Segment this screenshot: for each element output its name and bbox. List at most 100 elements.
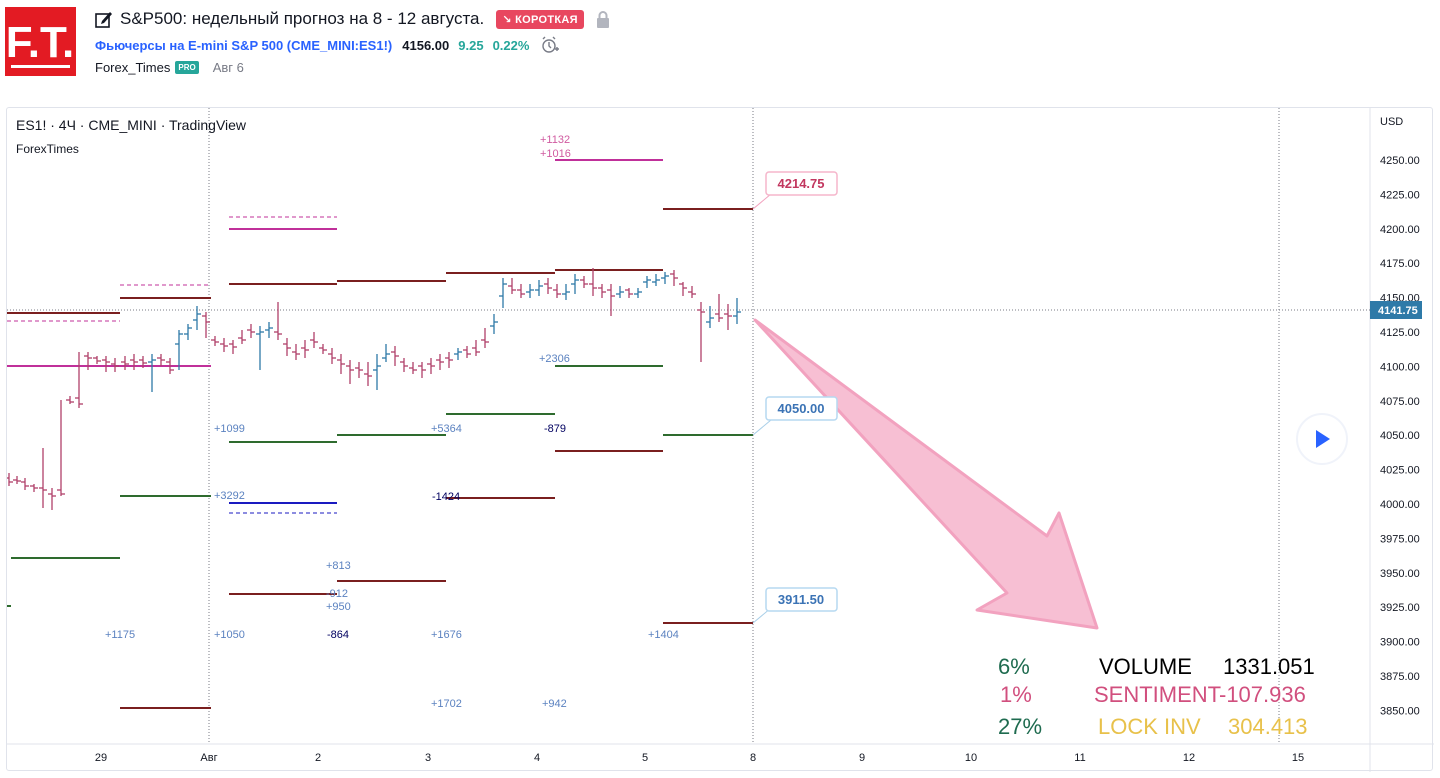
ohlc-bar	[391, 346, 399, 366]
price-tick: 4125.00	[1380, 327, 1420, 339]
ohlc-bar	[688, 286, 696, 298]
ohlc-bar	[5, 473, 13, 486]
level-label: +1404	[648, 629, 679, 641]
chart-legend-author: ForexTimes	[16, 142, 79, 156]
ohlc-bar	[517, 284, 525, 298]
ohlc-bar	[661, 272, 669, 284]
time-tick: 15	[1292, 752, 1304, 764]
level-label: +1050	[214, 629, 245, 641]
ohlc-bar	[472, 340, 480, 356]
ohlc-bar	[102, 356, 110, 372]
price-tick: 4200.00	[1380, 224, 1420, 236]
svg-text:4214.75: 4214.75	[778, 176, 825, 191]
symbol-change: 9.25	[458, 37, 484, 53]
ohlc-bar	[310, 332, 318, 348]
stat-lockinv-label: LOCK INV	[1098, 714, 1201, 739]
ohlc-bar	[301, 340, 309, 358]
ohlc-bar	[21, 478, 29, 490]
symbol-price: 4156.00	[402, 37, 450, 53]
ohlc-bar	[39, 448, 47, 508]
stat-sentiment-pct: 1%	[1000, 682, 1032, 707]
ohlc-bar	[364, 362, 372, 386]
level-label: +3292	[214, 490, 245, 502]
ohlc-bar	[715, 294, 723, 322]
ohlc-bar	[616, 286, 624, 298]
time-axis[interactable]: 29 Авг 2 3 4 5 8 9 10 11 12 15	[95, 752, 1304, 764]
ohlc-bar	[670, 270, 678, 286]
ohlc-bar	[111, 358, 119, 372]
ohlc-bar	[139, 356, 147, 368]
price-tick: 4000.00	[1380, 499, 1420, 511]
play-replay-button[interactable]	[1296, 413, 1348, 465]
svg-text:F.T.: F.T.	[6, 18, 74, 67]
ohlc-bar	[121, 356, 129, 370]
ohlc-bar	[184, 324, 192, 340]
ohlc-bar	[418, 362, 426, 378]
author-name[interactable]: Forex_Times	[95, 60, 171, 75]
price-tick: 4250.00	[1380, 155, 1420, 167]
price-tick: 3925.00	[1380, 602, 1420, 614]
ohlc-bar	[409, 362, 417, 374]
level-label: +2306	[539, 353, 570, 365]
level-label: +1099	[214, 423, 245, 435]
price-tick: 3850.00	[1380, 705, 1420, 717]
ohlc-bar	[508, 278, 516, 294]
ohlc-bar	[400, 358, 408, 372]
pro-badge: PRO	[175, 61, 199, 74]
ohlc-bar	[625, 288, 633, 298]
ohlc-bar	[526, 284, 534, 298]
idea-header: F.T. S&P500: недельный прогноз на 8 - 12…	[0, 0, 1440, 100]
ohlc-bar	[220, 338, 228, 352]
price-tick: 4075.00	[1380, 396, 1420, 408]
forecast-arrow[interactable]	[753, 318, 1099, 630]
idea-title: S&P500: недельный прогноз на 8 - 12 авгу…	[120, 9, 485, 28]
callout-target-low[interactable]: 3911.50	[752, 587, 838, 624]
ohlc-bar	[256, 326, 264, 370]
callout-target-mid[interactable]: 4050.00	[752, 396, 838, 436]
time-tick: 3	[425, 752, 431, 764]
ohlc-bar	[355, 362, 363, 378]
stats-table: 6% VOLUME 1331.051 1% SENTIMENT -107.936…	[998, 654, 1315, 739]
publish-date: Авг 6	[212, 60, 244, 75]
level-label: -879	[544, 423, 566, 435]
ohlc-bar	[48, 488, 56, 510]
ohlc-bar	[697, 302, 705, 362]
ohlc-bar	[373, 354, 381, 390]
stat-sentiment-value: -107.936	[1219, 682, 1306, 707]
symbol-link[interactable]: Фьючерсы на E-mini S&P 500 (CME_MINI:ES1…	[95, 37, 393, 53]
ohlc-bar	[84, 352, 92, 370]
time-tick: 12	[1183, 752, 1195, 764]
ohlc-bar	[166, 358, 174, 374]
price-tick: 4050.00	[1380, 430, 1420, 442]
ohlc-bar	[535, 280, 543, 296]
time-tick: 10	[965, 752, 977, 764]
price-tick: 4175.00	[1380, 258, 1420, 270]
price-tick: 3975.00	[1380, 533, 1420, 545]
ohlc-bar	[652, 274, 660, 286]
level-label: +813	[326, 560, 351, 572]
stat-lockinv-pct: 27%	[998, 714, 1042, 739]
ohlc-bar	[265, 322, 273, 338]
ohlc-bar	[193, 306, 201, 330]
time-tick: 5	[642, 752, 648, 764]
level-label: +1016	[540, 148, 571, 160]
svg-text:3911.50: 3911.50	[778, 592, 824, 607]
stat-lockinv-value: 304.413	[1228, 714, 1308, 739]
price-chart[interactable]: ES1! · 4Ч · CME_MINI · TradingView Forex…	[5, 108, 1434, 772]
price-tick: 4225.00	[1380, 189, 1420, 201]
forex-times-logo[interactable]: F.T.	[5, 7, 76, 76]
chart-frame[interactable]: ES1! · 4Ч · CME_MINI · TradingView Forex…	[5, 107, 1434, 772]
short-direction-badge: ↘ КОРОТКАЯ	[496, 9, 584, 29]
ohlc-bar	[427, 358, 435, 374]
stat-volume-value: 1331.051	[1223, 654, 1315, 679]
time-tick: 29	[95, 752, 107, 764]
add-alert-icon[interactable]	[541, 36, 560, 54]
ohlc-bar	[445, 352, 453, 368]
ohlc-bar	[382, 344, 390, 362]
stat-sentiment-label: SENTIMENT	[1094, 682, 1221, 707]
ohlc-bar	[202, 312, 210, 338]
price-axis[interactable]: 4250.004225.004200.004175.004150.004125.…	[1380, 155, 1420, 717]
level-label: +1175	[105, 629, 135, 641]
ohlc-bar	[175, 330, 183, 370]
callout-target-high[interactable]: 4214.75	[752, 171, 838, 210]
